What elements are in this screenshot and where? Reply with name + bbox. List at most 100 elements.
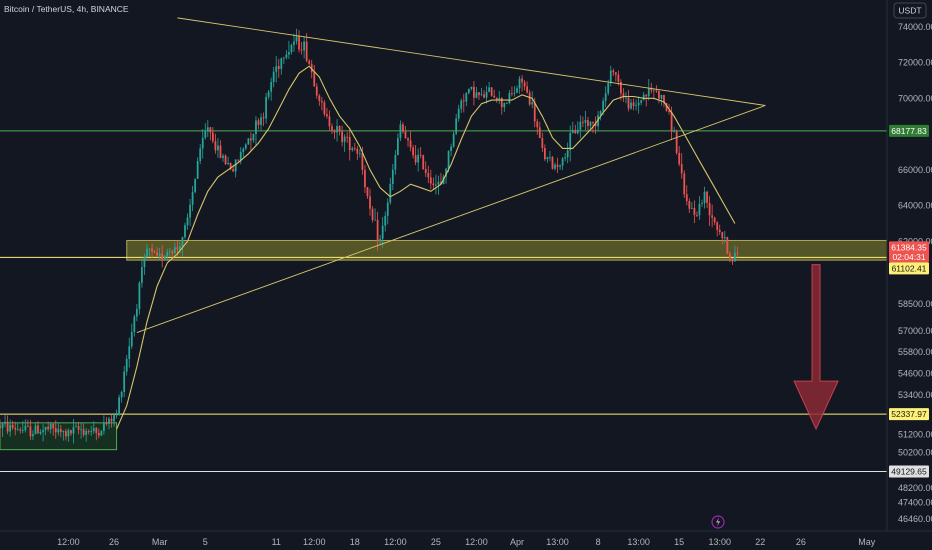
candle-body	[467, 88, 470, 94]
candle-body	[546, 157, 549, 160]
candle-body	[658, 91, 660, 99]
candle-body	[698, 203, 701, 216]
candle-body	[219, 145, 222, 158]
candle-body	[551, 156, 554, 169]
candle-body	[252, 134, 255, 141]
candle-body	[528, 92, 531, 105]
candle-body	[49, 423, 52, 430]
candle-body	[655, 90, 658, 92]
candle-body	[513, 92, 516, 94]
candle-body	[701, 203, 703, 204]
candle-body	[432, 183, 435, 186]
candle-body	[293, 41, 295, 45]
candle-body	[113, 414, 115, 422]
candle-body	[673, 131, 676, 133]
candle-body	[721, 232, 724, 239]
candle-body	[726, 237, 729, 254]
candle-body	[237, 159, 240, 161]
candle-body	[358, 153, 361, 154]
candle-body	[409, 140, 412, 148]
candle-body	[234, 159, 237, 172]
candle-body	[736, 252, 739, 254]
candle-body	[505, 103, 508, 104]
time-tick-label: 12:00	[57, 537, 80, 547]
price-tick-label: 58500.00	[898, 299, 932, 309]
level-label-68177: 68177.83	[891, 126, 927, 136]
candle-body	[376, 219, 379, 242]
candle-body	[331, 126, 333, 132]
candle-body	[536, 121, 539, 128]
candle-body	[267, 91, 270, 97]
candle-body	[173, 247, 176, 254]
candle-body	[407, 138, 409, 141]
price-tick-label: 70000.00	[898, 93, 932, 103]
candle-body	[80, 429, 82, 431]
candle-body	[148, 248, 151, 250]
candle-body	[138, 282, 141, 310]
candle-body	[490, 87, 493, 96]
candle-body	[635, 105, 637, 107]
candle-body	[21, 430, 24, 431]
candle-body	[247, 138, 250, 145]
level-label-61102: 61102.41	[892, 263, 927, 273]
levels-layer	[0, 130, 887, 472]
candle-body	[206, 127, 209, 132]
candle-body	[678, 152, 681, 165]
candle-body	[424, 169, 427, 173]
candle-body	[295, 36, 298, 42]
candle-body	[711, 215, 714, 218]
candle-body	[445, 168, 447, 177]
candle-body	[422, 155, 425, 170]
candle-body	[455, 118, 458, 134]
candle-body	[645, 94, 648, 97]
lightning-icon[interactable]	[711, 515, 725, 529]
candle-body	[356, 148, 359, 154]
candle-body	[211, 132, 214, 142]
candle-body	[460, 100, 463, 109]
candle-body	[313, 72, 316, 87]
zones-layer	[0, 239, 888, 451]
candle-body	[163, 256, 166, 260]
candle-body	[130, 332, 133, 347]
candle-body	[250, 138, 252, 141]
time-tick-label: 13:00	[546, 537, 569, 547]
time-tick-label: May	[858, 537, 876, 547]
candle-body	[369, 196, 371, 209]
candle-body	[632, 102, 635, 107]
candle-body	[581, 121, 584, 123]
candle-body	[371, 208, 374, 220]
candle-body	[141, 267, 143, 283]
candle-body	[320, 100, 323, 103]
candle-body	[516, 88, 518, 93]
candle-body	[217, 145, 219, 151]
candle-body	[191, 192, 194, 205]
candle-body	[103, 422, 105, 431]
candle-body	[128, 346, 131, 359]
candle-body	[488, 87, 491, 92]
candle-body	[693, 207, 696, 216]
time-tick-label: 12:00	[465, 537, 488, 547]
candle-body	[379, 238, 382, 242]
candle-body	[270, 82, 273, 92]
projection-arrow	[793, 264, 839, 431]
candle-body	[386, 202, 389, 216]
candle-body	[280, 58, 283, 69]
price-labels: 68177.83 52337.97 49129.65 61384.3502:04:31…	[889, 124, 929, 478]
candle-body	[305, 41, 308, 61]
candle-body	[604, 93, 607, 101]
candle-body	[77, 426, 80, 430]
candle-body	[685, 194, 688, 201]
level-label-68177-bg	[889, 124, 929, 137]
price-tick-label: 46460.00	[898, 514, 932, 524]
time-axis[interactable]: 12:00 26 Mar 5 11 12:00 18 12:00 25 12:00 Apr 13:00…	[57, 537, 876, 547]
candle-body	[493, 95, 496, 98]
candle-body	[153, 251, 156, 253]
currency-button[interactable]: USDT	[893, 2, 927, 19]
level-label-49129-bg	[889, 465, 929, 478]
candle-body	[652, 90, 655, 92]
candle-body	[65, 431, 67, 437]
candle-body	[404, 131, 407, 139]
price-axis[interactable]: 74000.00 72000.00 70000.00 66000.00 64000.00…	[898, 22, 932, 524]
candle-body	[696, 215, 698, 216]
